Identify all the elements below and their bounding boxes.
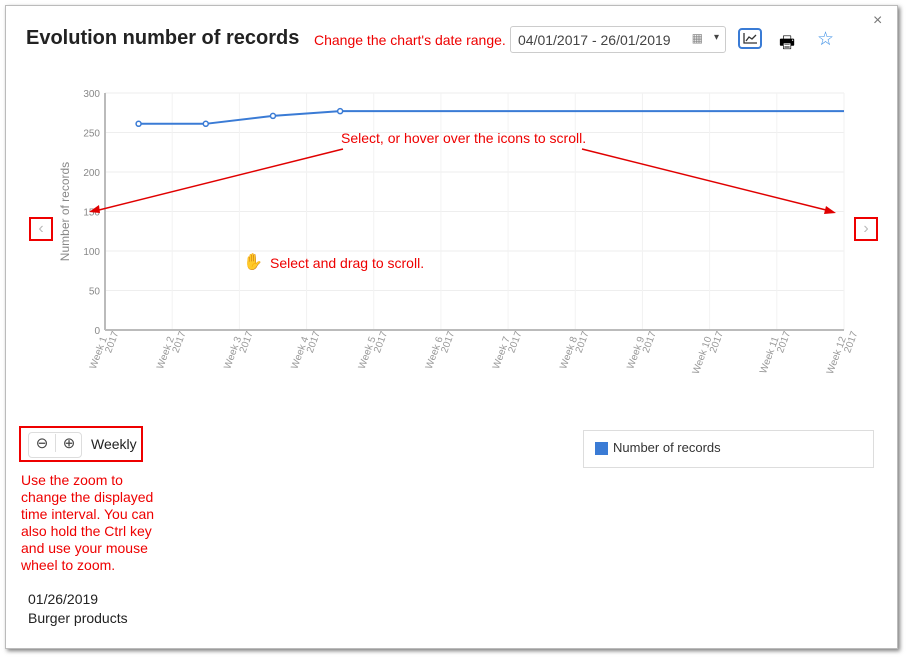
scroll-right-button[interactable]: › <box>854 217 878 241</box>
calendar-icon[interactable]: ▦ <box>691 31 703 45</box>
hand-cursor-icon: ✋ <box>243 254 263 271</box>
legend-label[interactable]: Number of records <box>613 440 721 455</box>
x-tick-label: Week 62017 <box>424 326 458 373</box>
zoom-in-button[interactable]: ⊕ <box>55 434 82 452</box>
legend: Number of records <box>583 430 874 468</box>
y-axis-label: Number of records <box>58 162 72 261</box>
x-tick-label: Week 92017 <box>625 326 659 373</box>
y-tick-label: 250 <box>83 129 100 140</box>
arrowhead <box>89 205 100 213</box>
y-tick-label: 100 <box>83 247 100 258</box>
x-tick-label: Week 52017 <box>357 326 391 373</box>
date-range-value: 04/01/2017 - 26/01/2019 <box>518 32 671 48</box>
data-point <box>135 120 142 128</box>
x-tick-label: Week 82017 <box>558 326 592 373</box>
line-chart[interactable]: 0 50 100 150 200 250 300 Week 12017 Week 22017 We… <box>0 0 906 400</box>
zoom-out-button[interactable]: ⊖ <box>35 435 49 452</box>
arrowhead <box>824 206 836 214</box>
interval-label: Weekly <box>91 436 137 452</box>
x-tick-label: Week 102017 <box>691 326 726 379</box>
star-icon[interactable]: ☆ <box>817 29 835 50</box>
data-point <box>202 120 210 128</box>
y-tick-label: 50 <box>89 287 101 298</box>
scroll-left-button[interactable]: ‹ <box>29 217 53 241</box>
x-tick-label: Week 22017 <box>155 326 189 373</box>
legend-swatch <box>595 442 608 455</box>
y-tick-label: 150 <box>83 208 100 219</box>
print-icon[interactable]: 🖶 <box>779 33 796 52</box>
page-title: Evolution number of records <box>26 27 300 49</box>
x-tick-label: Week 42017 <box>289 326 323 373</box>
close-icon[interactable]: × <box>873 12 883 29</box>
x-tick-label: Week 32017 <box>222 326 256 373</box>
annotation-zoom: Use the zoom to change the displayed tim… <box>21 472 155 573</box>
data-point <box>336 107 344 115</box>
footer-date: 01/26/2019 <box>28 591 99 607</box>
x-tick-label: Week 12017 <box>88 326 122 373</box>
x-tick-label: Week 72017 <box>491 326 525 373</box>
date-range-picker[interactable]: 04/01/2017 - 26/01/2019 ▦ ▾ <box>510 26 726 53</box>
chart-type-button[interactable] <box>738 28 762 49</box>
x-tick-label: Week 112017 <box>758 326 793 378</box>
chart-dialog <box>5 5 898 649</box>
chevron-down-icon[interactable]: ▾ <box>713 32 719 43</box>
annotation-date-range: Change the chart's date range. <box>314 32 506 48</box>
x-tick-label: Week 122017 <box>825 326 860 379</box>
annotation-drag: Select and drag to scroll. <box>270 255 425 271</box>
data-point <box>269 112 277 120</box>
footer-name: Burger products <box>28 610 128 626</box>
y-tick-label: 300 <box>83 89 100 100</box>
annotation-arrow-left <box>94 148 344 212</box>
annotation-arrow-right <box>581 148 831 212</box>
y-tick-label: 0 <box>94 326 100 337</box>
line-chart-icon <box>743 33 757 44</box>
annotation-scroll-icons: Select, or hover over the icons to scrol… <box>341 130 587 146</box>
zoom-controls: ⊖ ⊕ Weekly <box>19 426 143 462</box>
series-line <box>138 110 844 125</box>
y-tick-label: 200 <box>83 168 100 179</box>
